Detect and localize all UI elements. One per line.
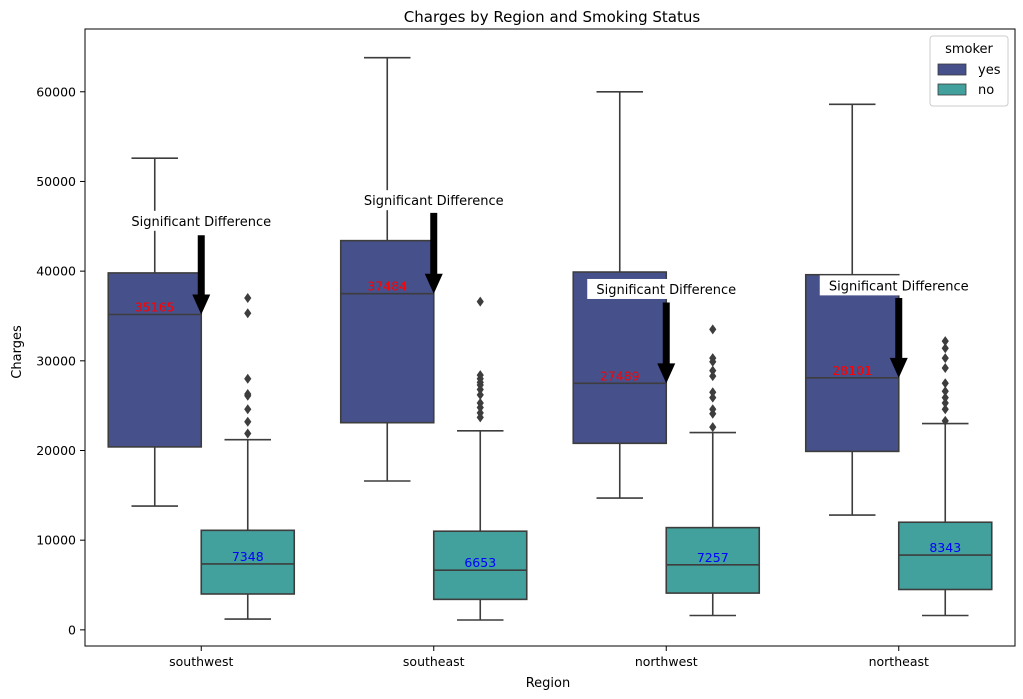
- outlier-point: [709, 387, 717, 398]
- median-label: 28101: [832, 363, 872, 378]
- legend-label-yes: yes: [978, 63, 1001, 78]
- outlier-point: [941, 386, 949, 397]
- annotation-arrow: [192, 235, 211, 315]
- box-body: [432, 530, 528, 601]
- outlier-point: [476, 389, 484, 400]
- box-body: [804, 273, 900, 453]
- annotation-text: Significant Difference: [596, 283, 736, 298]
- y-axis-label: Charges: [10, 325, 25, 379]
- outlier-point: [244, 428, 252, 439]
- outlier-point: [244, 373, 252, 384]
- outlier-point: [476, 407, 484, 418]
- annotation-text: Significant Difference: [829, 279, 969, 294]
- x-axis-label: Region: [526, 676, 571, 691]
- x-tick-label: southwest: [169, 654, 233, 669]
- chart-title: Charges by Region and Smoking Status: [404, 8, 701, 26]
- outlier-point: [244, 416, 252, 427]
- median-label: 6653: [464, 555, 496, 570]
- outlier-point: [941, 404, 949, 415]
- outlier-point: [941, 415, 949, 426]
- outlier-point: [709, 404, 717, 415]
- y-tick-label: 10000: [36, 533, 76, 548]
- box-body: [897, 521, 993, 591]
- box-body: [339, 239, 435, 424]
- annotation-background: [354, 190, 513, 211]
- outlier-point: [941, 392, 949, 403]
- box-body: [200, 529, 296, 595]
- x-tick-label: southeast: [403, 654, 465, 669]
- x-tick-label: northeast: [869, 654, 929, 669]
- box-no-northeast: 8343: [897, 336, 993, 617]
- outlier-point: [244, 404, 252, 415]
- annotation-arrow: [424, 212, 443, 294]
- outlier-point: [709, 324, 717, 335]
- median-label: 27489: [600, 368, 640, 383]
- y-tick-label: 50000: [36, 174, 76, 189]
- annotation-background: [819, 275, 978, 296]
- legend-label-no: no: [978, 83, 994, 98]
- legend-swatch-no: [937, 83, 967, 96]
- median-label: 35165: [135, 299, 175, 314]
- box-no-southeast: 6653: [432, 296, 528, 621]
- annotation-text: Significant Difference: [131, 215, 271, 230]
- box-yes-northeast: 28101: [804, 103, 900, 516]
- outlier-point: [941, 353, 949, 364]
- annotation-significant-difference: Significant Difference: [354, 190, 513, 294]
- outlier-point: [941, 343, 949, 354]
- outlier-point: [476, 296, 484, 307]
- y-tick-label: 0: [68, 622, 76, 637]
- box-no-southwest: 7348: [200, 293, 296, 620]
- outlier-point: [709, 422, 717, 433]
- box-body: [665, 526, 761, 594]
- annotation-significant-difference: Significant Difference: [819, 275, 978, 378]
- annotation-background: [122, 210, 281, 231]
- outlier-point: [476, 370, 484, 381]
- box-body: [107, 272, 203, 448]
- outlier-point: [476, 397, 484, 408]
- box-yes-southwest: 35165: [107, 157, 203, 507]
- outlier-point: [709, 365, 717, 376]
- plot-area: 35165 37484 27489 28101 7348 6653 7257 8343 Sign…: [107, 56, 993, 621]
- outlier-point: [941, 362, 949, 373]
- axes-frame: [84, 28, 1016, 647]
- annotation-significant-difference: Significant Difference: [122, 210, 281, 315]
- outlier-point: [941, 378, 949, 389]
- outlier-point: [709, 371, 717, 382]
- annotation-arrow: [657, 302, 676, 384]
- box-no-northwest: 7257: [665, 324, 761, 617]
- outlier-point: [709, 353, 717, 364]
- median-label: 7257: [697, 550, 729, 565]
- y-tick-label: 40000: [36, 264, 76, 279]
- outlier-point: [941, 336, 949, 347]
- annotation-arrow: [889, 298, 908, 378]
- outlier-point: [244, 308, 252, 319]
- median-label: 7348: [232, 549, 264, 564]
- x-tick-label: northwest: [635, 654, 698, 669]
- y-tick-label: 30000: [36, 353, 76, 368]
- annotation-text: Significant Difference: [364, 194, 504, 209]
- outlier-point: [244, 388, 252, 399]
- y-tick-label: 60000: [36, 84, 76, 99]
- outlier-point: [709, 392, 717, 403]
- outlier-point: [244, 293, 252, 304]
- box-yes-southeast: 37484: [339, 56, 435, 482]
- annotation-significant-difference: Significant Difference: [587, 278, 746, 384]
- legend: smoker yes no: [929, 35, 1009, 107]
- legend-title: smoker: [945, 42, 993, 57]
- median-label: 8343: [929, 540, 961, 555]
- y-tick-label: 20000: [36, 443, 76, 458]
- outlier-point: [941, 397, 949, 408]
- annotation-background: [587, 278, 746, 299]
- legend-swatch-yes: [937, 63, 967, 76]
- median-label: 37484: [367, 279, 407, 294]
